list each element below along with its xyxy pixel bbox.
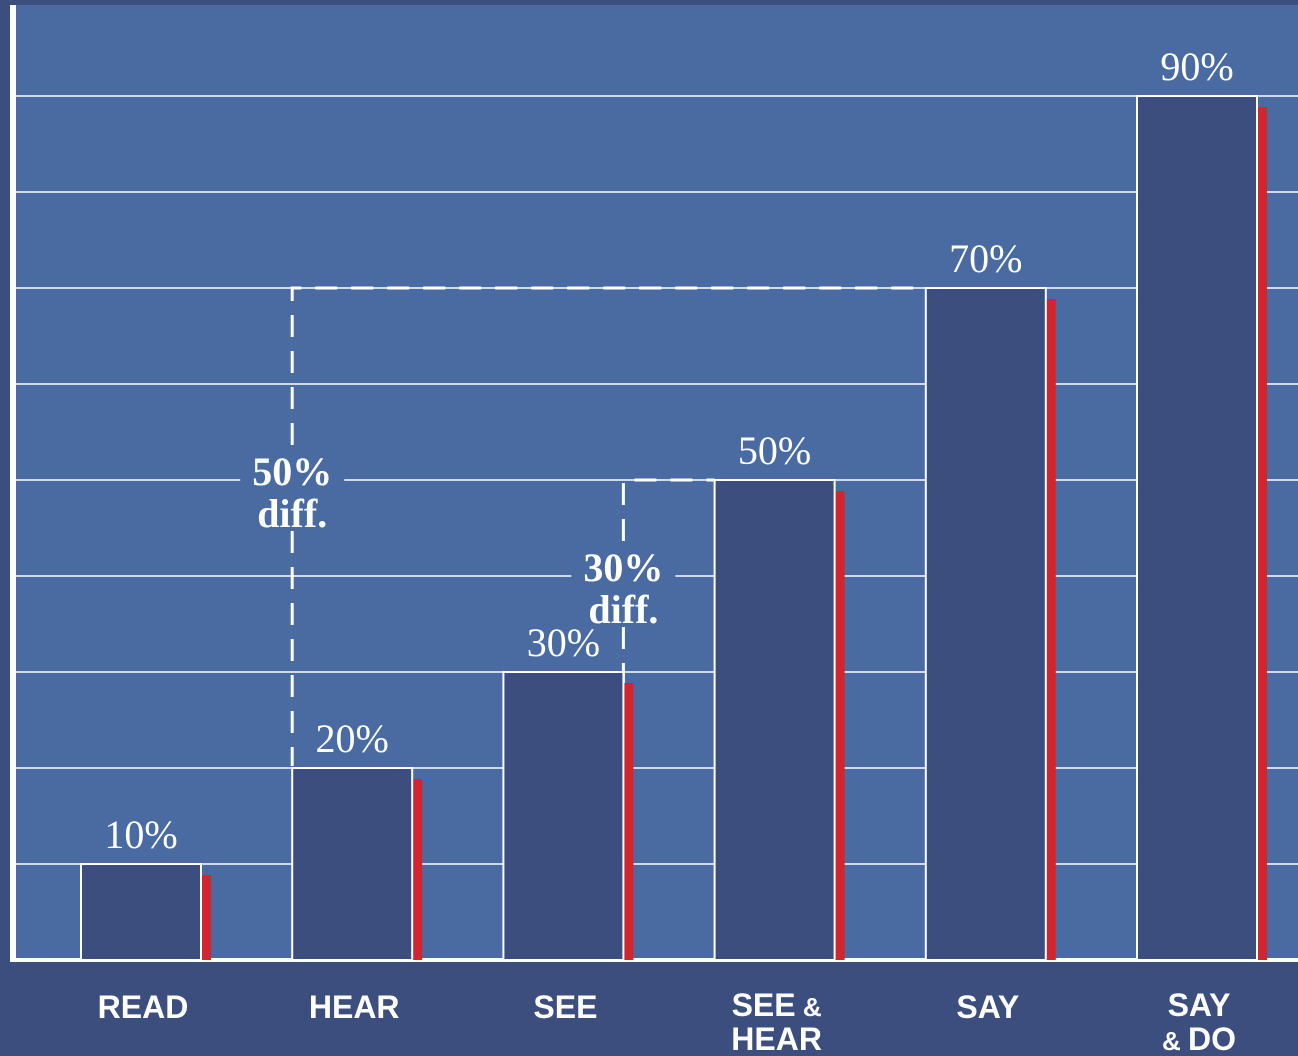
category-label-see: SEE — [533, 989, 597, 1025]
bar-shadow — [1045, 299, 1056, 960]
value-label: 30% — [527, 620, 600, 665]
ampersand: & — [1162, 1026, 1188, 1056]
category-text: HEAR — [309, 989, 400, 1025]
category-text: SAY — [956, 989, 1019, 1025]
category-label-say-do: & DO — [1162, 1021, 1236, 1056]
bar-shadow — [834, 491, 845, 960]
value-label: 70% — [949, 236, 1022, 281]
bar-say — [924, 287, 1047, 961]
category-text: SEE — [533, 989, 597, 1025]
bar-read — [80, 863, 202, 961]
diff-label-text: diff. — [588, 587, 658, 632]
value-label: 90% — [1160, 44, 1233, 89]
bar-see — [502, 671, 625, 961]
diff-label-bg — [571, 543, 676, 625]
category-label-read: READ — [98, 989, 189, 1025]
plot-area — [10, 5, 1298, 960]
bar-shadow — [412, 779, 423, 960]
ampersand: & — [796, 992, 822, 1022]
category-label-see-hear: SEE & — [732, 987, 822, 1023]
value-labels: 10% 20% 30% 50% 70% 90% — [104, 44, 1233, 857]
bar-shadow — [1257, 107, 1267, 960]
bar-see-hear — [713, 479, 836, 961]
category-label-say: SAY — [956, 989, 1019, 1025]
diff-connector-top — [290, 286, 926, 445]
bars — [80, 95, 1267, 961]
category-text: SAY — [1168, 987, 1231, 1023]
category-label-see-hear: HEAR — [731, 1021, 822, 1056]
diff-label-text: diff. — [257, 491, 327, 536]
diff-label-bg — [240, 447, 345, 529]
diff-label-percent: 50% — [252, 449, 332, 494]
value-label: 10% — [104, 812, 177, 857]
bar-say-do — [1136, 95, 1258, 961]
value-label: 50% — [738, 428, 811, 473]
diff-connector-top — [621, 478, 715, 541]
bar-hear — [291, 767, 414, 961]
category-text: DO — [1188, 1021, 1236, 1056]
category-label-hear: HEAR — [309, 989, 400, 1025]
category-label-say-do: SAY — [1168, 987, 1231, 1023]
category-text: SEE — [732, 987, 796, 1023]
bar-shadow — [201, 875, 211, 960]
diff-label-percent: 30% — [583, 545, 663, 590]
value-label: 20% — [316, 716, 389, 761]
bar-shadow — [623, 683, 634, 960]
category-text: READ — [98, 989, 189, 1025]
category-text: HEAR — [731, 1021, 822, 1056]
